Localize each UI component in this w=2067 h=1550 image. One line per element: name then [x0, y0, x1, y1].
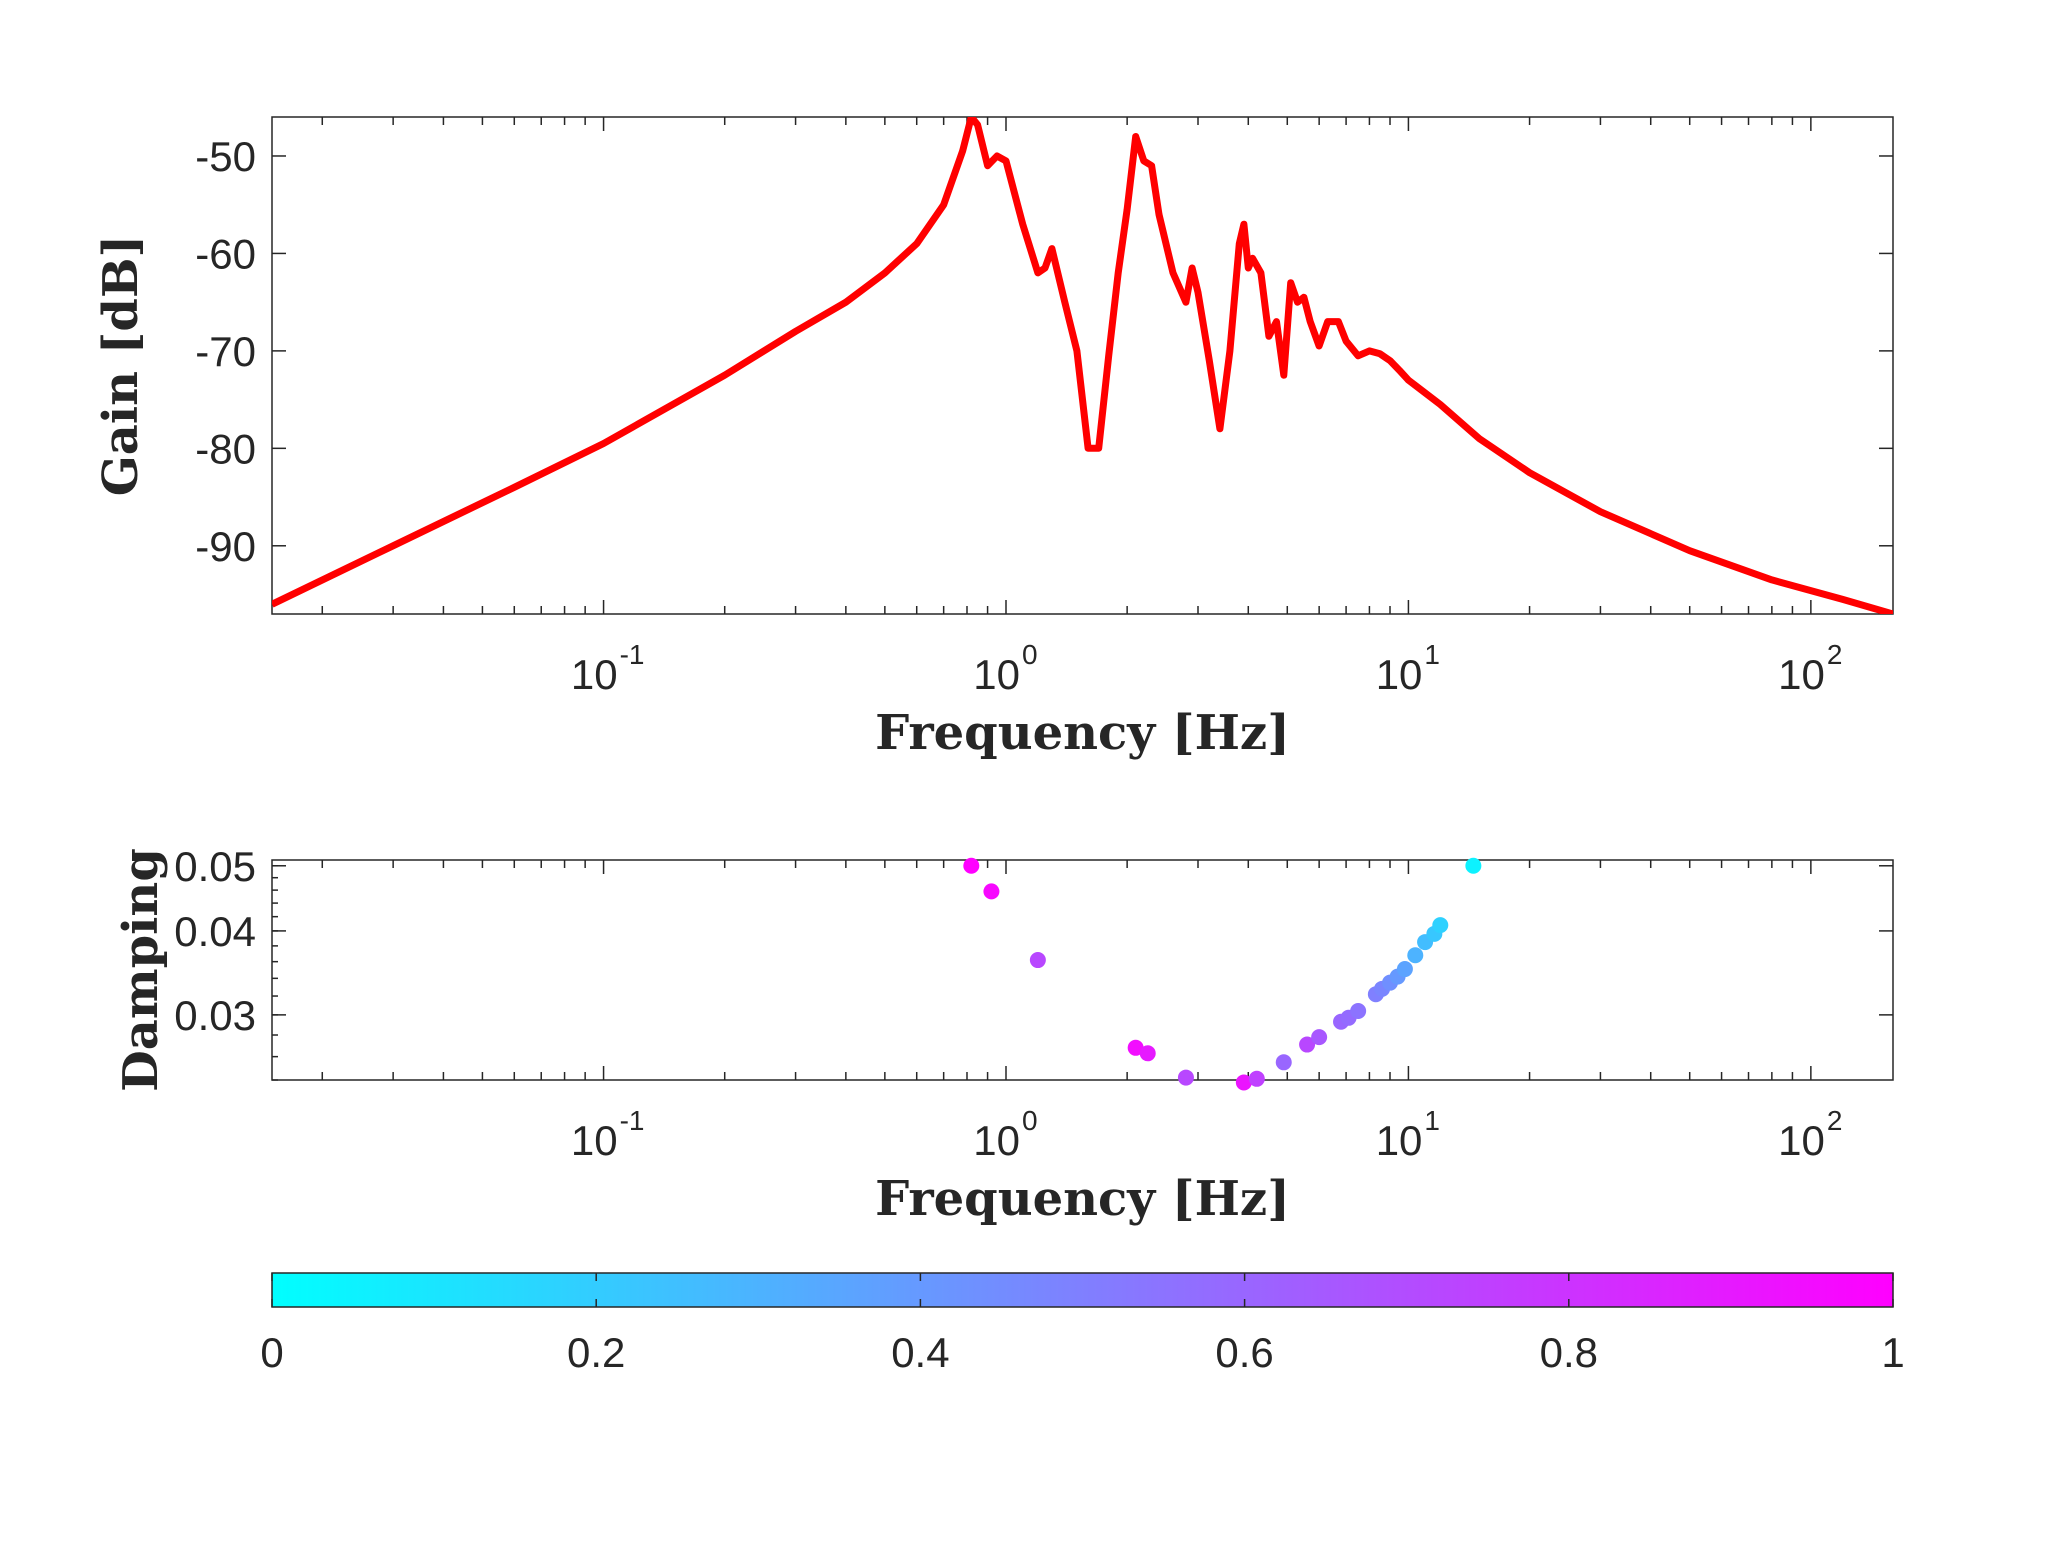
- damping-point: [1350, 1003, 1367, 1020]
- gain-y-axis-title: Gain [dB]: [93, 235, 149, 497]
- gain-x-axis-title: Frequency [Hz]: [875, 705, 1290, 761]
- damping-point: [1275, 1054, 1292, 1071]
- damping-x-tick-exponent: 1: [1424, 1105, 1440, 1136]
- damping-axes-frame: [271, 859, 1894, 1081]
- gain-x-tick-label: 10: [973, 651, 1020, 698]
- damping-x-tick-label: 10: [571, 1117, 618, 1164]
- gain-x-tick-label: 10: [1376, 651, 1423, 698]
- gain-y-tick-label: -50: [195, 133, 256, 180]
- colorbar-gradient: [271, 1272, 1894, 1308]
- damping-point: [1248, 1070, 1265, 1087]
- damping-point: [983, 883, 1000, 900]
- gain-x-tick-exponent: -1: [620, 639, 645, 670]
- colorbar-tick-label: 0.2: [567, 1329, 625, 1376]
- damping-y-tick-label: 0.03: [174, 992, 256, 1039]
- damping-point: [1465, 857, 1482, 874]
- damping-point: [1177, 1069, 1194, 1086]
- gain-y-tick-label: -70: [195, 328, 256, 375]
- damping-point: [1299, 1036, 1316, 1053]
- damping-y-axis-title: Damping: [113, 848, 169, 1092]
- damping-point: [963, 857, 980, 874]
- colorbar-tick-label: 1: [1881, 1329, 1904, 1376]
- gain-axes-frame: [271, 116, 1894, 615]
- damping-point: [1407, 947, 1424, 964]
- colorbar-tick-label: 0.4: [891, 1329, 949, 1376]
- gain-series-line: [272, 117, 1893, 614]
- damping-point: [1235, 1074, 1252, 1091]
- gain-x-tick-exponent: 2: [1827, 639, 1843, 670]
- damping-x-tick-label: 10: [1376, 1117, 1423, 1164]
- gain-y-tick-label: -60: [195, 230, 256, 277]
- damping-x-tick-label: 10: [973, 1117, 1020, 1164]
- damping-x-tick-exponent: 0: [1022, 1105, 1038, 1136]
- gain-y-tick-label: -90: [195, 523, 256, 570]
- gain-y-tick-label: -80: [195, 425, 256, 472]
- colorbar-tick-label: 0.6: [1215, 1329, 1273, 1376]
- damping-x-tick-label: 10: [1778, 1117, 1825, 1164]
- damping-point: [1396, 961, 1413, 978]
- colorbar-tick-label: 0.8: [1540, 1329, 1598, 1376]
- damping-y-tick-label: 0.05: [174, 843, 256, 890]
- colorbar: 0 0.2 0.4 0.6 0.8 1: [260, 1272, 1905, 1376]
- damping-x-tick-exponent: 2: [1827, 1105, 1843, 1136]
- gain-x-tick-label: 10: [1778, 651, 1825, 698]
- damping-point: [1432, 917, 1449, 934]
- colorbar-tick-label: 0: [260, 1329, 283, 1376]
- damping-point: [1311, 1029, 1328, 1046]
- damping-point: [1139, 1045, 1156, 1062]
- damping-x-tick-exponent: -1: [620, 1105, 645, 1136]
- gain-x-tick-label: 10: [571, 651, 618, 698]
- damping-point: [1127, 1039, 1144, 1056]
- damping-y-tick-label: 0.04: [174, 908, 256, 955]
- damping-x-axis-title: Frequency [Hz]: [875, 1171, 1290, 1227]
- gain-x-tick-exponent: 1: [1424, 639, 1440, 670]
- damping-point: [1029, 952, 1046, 969]
- gain-x-tick-exponent: 0: [1022, 639, 1038, 670]
